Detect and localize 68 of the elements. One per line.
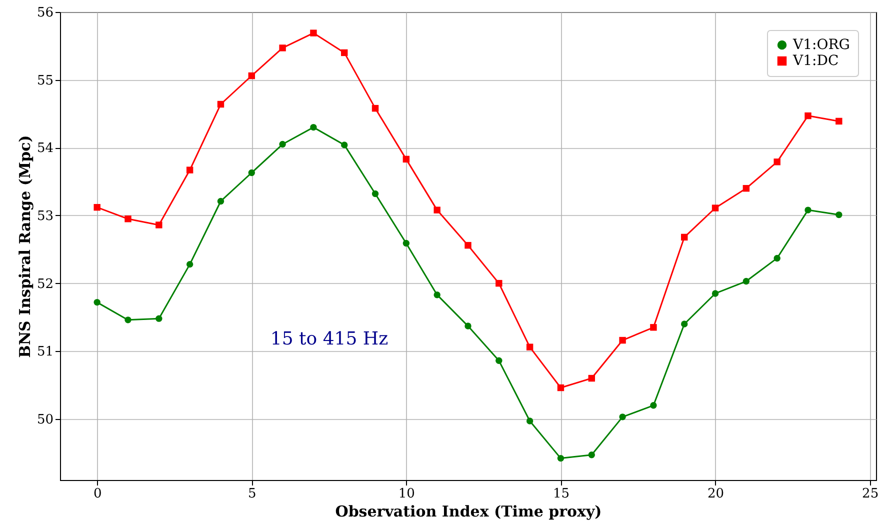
point	[650, 324, 657, 331]
y-tick-label: 53	[36, 208, 54, 224]
point	[557, 454, 564, 462]
point	[248, 169, 255, 176]
x-axis-title: Observation Index (Time proxy)	[335, 502, 602, 520]
point	[372, 104, 379, 112]
point	[712, 204, 719, 212]
point	[372, 190, 379, 198]
y-tick-label: 55	[36, 73, 54, 88]
legend-label: V1:ORG	[792, 37, 850, 53]
point	[526, 344, 534, 350]
point	[402, 156, 410, 163]
y-tick-label: 51	[36, 344, 54, 360]
point	[94, 298, 100, 306]
point	[681, 234, 688, 241]
point	[774, 158, 780, 166]
point	[836, 118, 842, 125]
point	[156, 222, 162, 228]
point	[279, 44, 286, 52]
y-axis-title: BNS Inspiral Range (Mpc)	[16, 135, 34, 358]
x-tick-label: 10	[398, 486, 415, 502]
point	[217, 100, 224, 108]
point	[464, 322, 472, 330]
x-tick-label: 5	[248, 486, 256, 502]
point	[310, 124, 317, 131]
point	[650, 402, 657, 409]
point	[836, 211, 842, 218]
legend-label: V1:DC	[792, 53, 839, 69]
point	[186, 260, 194, 268]
x-tick-label: 15	[552, 486, 570, 502]
point	[804, 112, 812, 120]
y-tick-label: 56	[36, 6, 54, 20]
annotation: 15 to 415 Hz	[270, 328, 388, 350]
point	[496, 280, 502, 287]
point	[804, 206, 812, 214]
point	[94, 204, 100, 211]
point	[124, 316, 132, 324]
point	[341, 49, 348, 56]
point	[712, 290, 719, 297]
point	[496, 357, 502, 364]
point	[742, 184, 750, 192]
x-tick-label: 0	[93, 486, 102, 502]
point	[279, 140, 286, 148]
point	[557, 384, 564, 392]
point	[341, 142, 348, 148]
point	[156, 315, 162, 322]
x-tick-label: 25	[862, 486, 878, 502]
point	[248, 72, 255, 80]
point	[186, 166, 194, 174]
point	[588, 452, 595, 458]
point	[217, 198, 224, 205]
y-tick-label: 50	[36, 412, 54, 428]
y-tick-label: 52	[36, 276, 54, 292]
point	[619, 336, 626, 344]
point	[588, 374, 595, 382]
point	[402, 240, 410, 247]
point	[742, 278, 750, 285]
point	[124, 216, 132, 222]
point	[681, 320, 688, 328]
x-tick-label: 20	[708, 486, 724, 502]
point	[464, 242, 472, 249]
point	[434, 291, 440, 298]
point	[619, 414, 626, 420]
point	[526, 418, 534, 424]
point	[434, 206, 440, 214]
point	[774, 254, 780, 262]
point	[310, 30, 317, 36]
y-tick-label: 54	[36, 141, 54, 156]
